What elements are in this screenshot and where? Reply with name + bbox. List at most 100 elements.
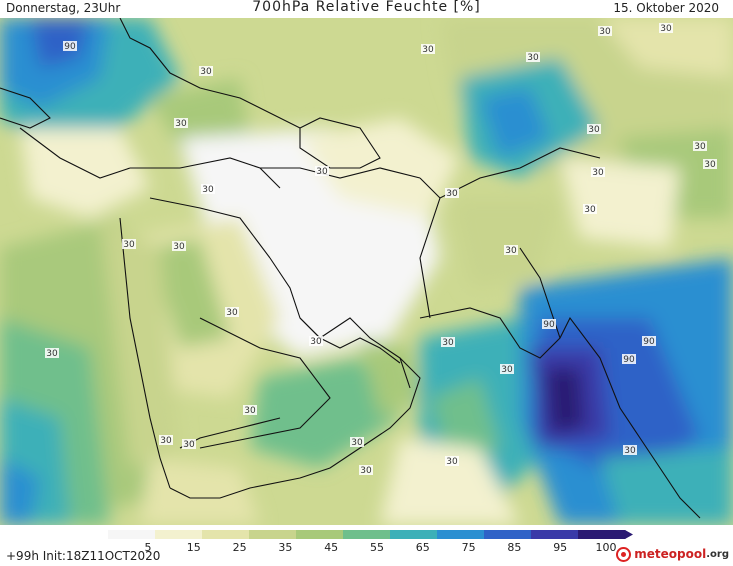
map-title: 700hPa Relative Feuchte [%] (252, 0, 481, 15)
contour-label: 30 (694, 142, 706, 152)
contour-labels: 90 30 30 30 30 30 30 30 30 30 30 30 30 30 30 30 30 30 30 30… (45, 23, 717, 476)
contour-label-box (623, 445, 637, 455)
contour-label: 30 (200, 67, 212, 77)
contour-label-box (350, 437, 364, 447)
contour-label: 30 (360, 466, 372, 476)
legend-tick-label: 35 (278, 541, 292, 554)
contour-label-box (359, 465, 373, 475)
contour-label-box (642, 336, 656, 346)
contour-label: 30 (123, 240, 135, 250)
humidity-map: 90 30 30 30 30 30 30 30 30 30 30 30 30 30 30 30 30 30 30 30… (0, 18, 733, 525)
contour-label-box (445, 188, 459, 198)
color-legend: 5 15 25 35 45 55 65 75 85 95 100 (108, 530, 633, 554)
legend-swatch (437, 530, 485, 539)
contour-label-box (122, 239, 136, 249)
contour-label: 30 (446, 189, 458, 199)
contour-label: 30 (660, 24, 672, 34)
contour-label: 30 (244, 406, 256, 416)
legend-tick-label: 75 (462, 541, 476, 554)
meteopool-logo[interactable]: meteopool .org (616, 544, 729, 564)
contour-label-box (693, 141, 707, 151)
contour-label: 30 (160, 436, 172, 446)
contour-label: 30 (501, 365, 513, 375)
contour-label-box (174, 118, 188, 128)
contour-label: 30 (351, 438, 363, 448)
contour-label: 30 (588, 125, 600, 135)
contour-label: 30 (584, 205, 596, 215)
contour-label-box (504, 245, 518, 255)
legend-tick-label: 25 (233, 541, 247, 554)
contour-label-box (591, 167, 605, 177)
contour-label-box (587, 124, 601, 134)
contour-label-box (500, 364, 514, 374)
contour-label-box (243, 405, 257, 415)
contour-label-box (225, 307, 239, 317)
contour-label-box (309, 336, 323, 346)
contour-label-box (172, 241, 186, 251)
contour-label-box (182, 439, 196, 449)
legend-tick-label: 100 (596, 541, 617, 554)
contour-label: 30 (46, 349, 58, 359)
contour-label: 30 (183, 440, 195, 450)
contour-label: 30 (226, 308, 238, 318)
coastlines-borders (0, 18, 701, 519)
contour-label: 90 (643, 337, 655, 347)
contour-label: 30 (624, 446, 636, 456)
contour-label-box (315, 166, 329, 176)
contour-label-box (45, 348, 59, 358)
contour-label-box (526, 52, 540, 62)
contour-label: 30 (310, 337, 322, 347)
contour-label-box (159, 435, 173, 445)
legend-tick-label: 95 (553, 541, 567, 554)
model-init-label: +99h Init:18Z11OCT2020 (6, 549, 161, 563)
legend-arrow (625, 530, 633, 539)
logo-text: meteopool (634, 547, 707, 561)
legend-tick-label: 45 (324, 541, 338, 554)
logo-icon (616, 546, 632, 562)
contour-label-box (421, 44, 435, 54)
contour-label: 30 (202, 185, 214, 195)
logo-domain: .org (706, 548, 729, 560)
contour-label: 30 (442, 338, 454, 348)
legend-swatch (155, 530, 203, 539)
legend-swatch (108, 530, 156, 539)
contour-label: 30 (446, 457, 458, 467)
contour-label: 30 (592, 168, 604, 178)
legend-swatch (202, 530, 250, 539)
valid-time-label: Donnerstag, 23Uhr (6, 1, 121, 15)
contour-label-box (201, 184, 215, 194)
contour-label: 30 (505, 246, 517, 256)
legend-swatch (296, 530, 344, 539)
legend-tick-label: 65 (416, 541, 430, 554)
contour-label: 30 (175, 119, 187, 129)
contour-label-box (703, 159, 717, 169)
contour-label-box (199, 66, 213, 76)
legend-swatch (390, 530, 438, 539)
contour-label-box (63, 41, 77, 51)
contour-label: 90 (64, 42, 76, 52)
contour-label: 30 (527, 53, 539, 63)
legend-swatch (249, 530, 297, 539)
legend-tick-label: 55 (370, 541, 384, 554)
contour-label: 90 (543, 320, 555, 330)
legend-swatch (531, 530, 579, 539)
contour-label: 30 (704, 160, 716, 170)
contour-label: 30 (316, 167, 328, 177)
contour-label: 90 (623, 355, 635, 365)
contour-label-box (598, 26, 612, 36)
contour-label-box (542, 319, 556, 329)
legend-swatch (578, 530, 626, 539)
contour-label-box (445, 456, 459, 466)
legend-swatch (484, 530, 532, 539)
contour-label: 30 (599, 27, 611, 37)
contour-label-box (659, 23, 673, 33)
contour-label: 30 (173, 242, 185, 252)
contour-label-box (441, 337, 455, 347)
legend-tick-label: 5 (145, 541, 152, 554)
contour-label-box (622, 354, 636, 364)
contour-label-box (583, 204, 597, 214)
legend-tick-label: 15 (187, 541, 201, 554)
contour-label: 30 (422, 45, 434, 55)
legend-swatch (343, 530, 391, 539)
legend-tick-label: 85 (507, 541, 521, 554)
